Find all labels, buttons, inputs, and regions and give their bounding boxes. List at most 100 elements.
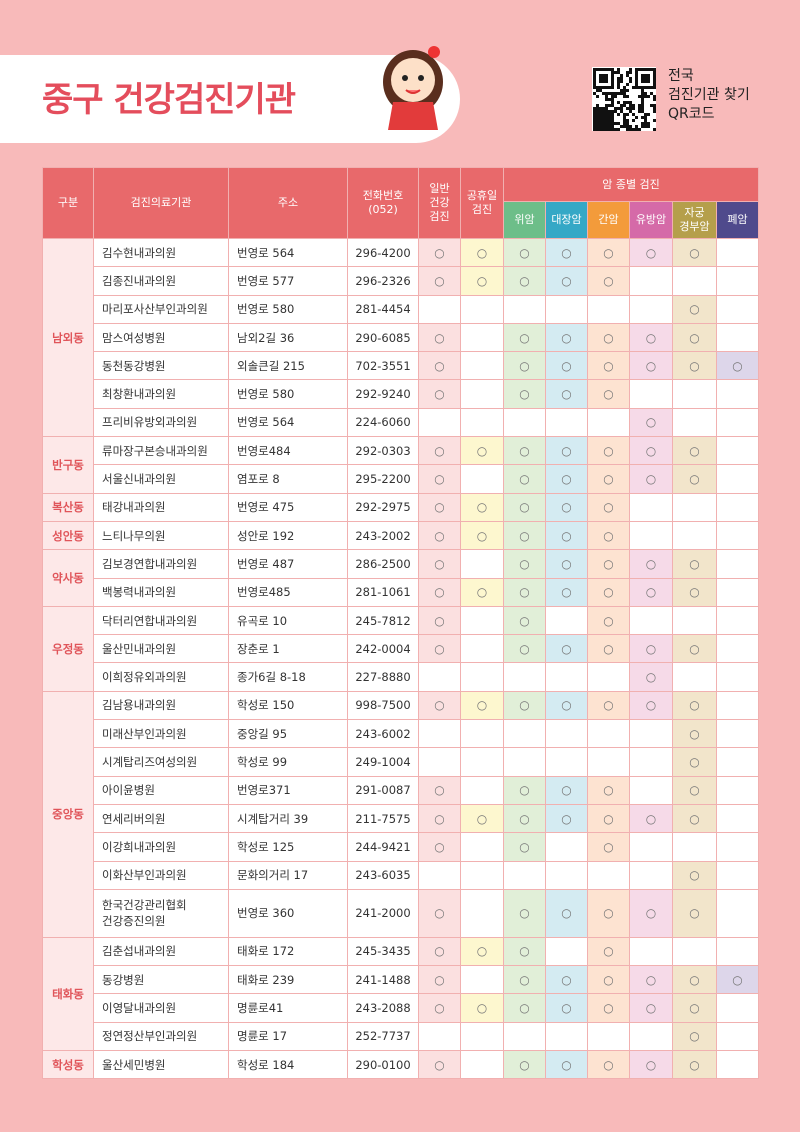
qr-module: [629, 107, 632, 110]
phone: 296-2326: [347, 266, 419, 296]
check-cell: ○: [587, 832, 630, 862]
district: 태화동: [42, 936, 94, 1052]
check-cell: [503, 294, 546, 324]
check-cell: [716, 1021, 759, 1052]
check-cell: ○: [460, 993, 504, 1023]
qr-module: [611, 83, 614, 86]
check-cell: ○: [587, 322, 630, 353]
address: 문화의거리 17: [228, 860, 348, 890]
qr-module: [611, 74, 614, 77]
qr-module: [611, 86, 614, 89]
check-cell: ○: [545, 965, 588, 995]
phone: 241-1488: [347, 965, 419, 995]
check-cell: [716, 464, 759, 494]
qr-module: [596, 119, 599, 122]
address: 번영로 487: [228, 549, 348, 579]
address: 학성로 125: [228, 832, 348, 862]
qr-module: [596, 110, 599, 113]
qr-module: [602, 86, 605, 89]
column-header: 폐암: [716, 201, 759, 239]
check-cell: ○: [587, 634, 630, 664]
table-row: 아이윤병원 번영로371 291-0087 ○ ○ ○ ○ ○: [43, 775, 759, 805]
qr-module: [605, 74, 608, 77]
qr-module: [620, 89, 623, 92]
check-cell: [460, 719, 504, 749]
qr-module: [593, 74, 596, 77]
table-row: 반구동 류마장구본승내과의원 번영로484 292-0303 ○ ○ ○ ○ ○ ○ ○: [42, 436, 759, 494]
qr-module: [605, 86, 608, 89]
table-row: 우정동 닥터리연합내과의원 유곡로 10 245-7812 ○ ○ ○: [42, 605, 759, 692]
check-cell: [545, 832, 588, 862]
check-cell: ○: [629, 549, 673, 579]
phone: 211-7575: [347, 803, 419, 834]
check-cell: [460, 662, 504, 692]
address: 장춘로 1: [228, 634, 348, 664]
qr-module: [611, 110, 614, 113]
qr-module: [614, 128, 617, 131]
table-row: 이희정유외과의원 종가6길 8-18 227-8880 ○: [43, 662, 759, 692]
check-cell: [587, 747, 630, 777]
qr-module: [623, 125, 626, 128]
check-cell: ○: [545, 690, 588, 721]
table-row: 미래산부인과의원 중앙길 95 243-6002 ○: [43, 719, 759, 749]
qr-module: [647, 80, 650, 83]
qr-module: [605, 116, 608, 119]
qr-module: [605, 98, 608, 101]
qr-module: [641, 122, 644, 125]
check-cell: ○: [418, 492, 461, 522]
table-row: 이영달내과의원 명륜로41 243-2088 ○ ○ ○ ○ ○ ○ ○: [43, 993, 759, 1023]
check-cell: ○: [503, 936, 546, 967]
qr-module: [611, 122, 614, 125]
check-cell: ○: [587, 379, 630, 409]
check-cell: ○: [460, 436, 504, 466]
clinic-name: 김남용내과의원: [93, 690, 229, 721]
qr-module: [599, 110, 602, 113]
qr-module: [593, 128, 596, 131]
phone: 241-2000: [347, 888, 419, 938]
phone: 224-6060: [347, 407, 419, 438]
qr-module: [602, 113, 605, 116]
check-cell: ○: [503, 832, 546, 862]
check-cell: [629, 520, 673, 551]
qr-module: [635, 68, 638, 71]
check-cell: [716, 237, 759, 268]
qr-module: [611, 92, 614, 95]
check-cell: [460, 322, 504, 353]
qr-module: [602, 125, 605, 128]
column-header: 간암: [587, 201, 630, 239]
qr-module: [635, 83, 638, 86]
check-cell: ○: [587, 1050, 630, 1080]
check-cell: ○: [418, 605, 461, 636]
column-header: 대장암: [545, 201, 588, 239]
check-cell: ○: [545, 993, 588, 1023]
qr-module: [611, 128, 614, 131]
qr-module: [608, 116, 611, 119]
check-cell: ○: [418, 464, 461, 494]
qr-module: [635, 125, 638, 128]
check-cell: ○: [672, 1021, 717, 1052]
clinic-name: 이화산부인과의원: [93, 860, 229, 890]
address: 유곡로 10: [228, 605, 348, 636]
qr-module: [596, 113, 599, 116]
table-row: 김종진내과의원 번영로 577 296-2326 ○ ○ ○ ○ ○: [43, 266, 759, 296]
address: 시계탑거리 39: [228, 803, 348, 834]
qr-module: [611, 125, 614, 128]
qr-module: [632, 113, 635, 116]
address: 학성로 184: [228, 1050, 348, 1080]
address: 번영로 564: [228, 237, 348, 268]
check-cell: ○: [587, 936, 630, 967]
qr-module: [593, 107, 596, 110]
phone: 290-0100: [347, 1050, 419, 1080]
check-cell: [503, 719, 546, 749]
phone: 702-3551: [347, 351, 419, 381]
check-cell: ○: [672, 634, 717, 664]
check-cell: [629, 936, 673, 967]
qr-module: [611, 119, 614, 122]
check-cell: ○: [672, 1050, 717, 1080]
qr-module: [617, 113, 620, 116]
qr-module: [593, 86, 596, 89]
check-cell: ○: [545, 775, 588, 805]
check-cell: ○: [587, 775, 630, 805]
check-cell: ○: [460, 803, 504, 834]
qr-module: [599, 86, 602, 89]
